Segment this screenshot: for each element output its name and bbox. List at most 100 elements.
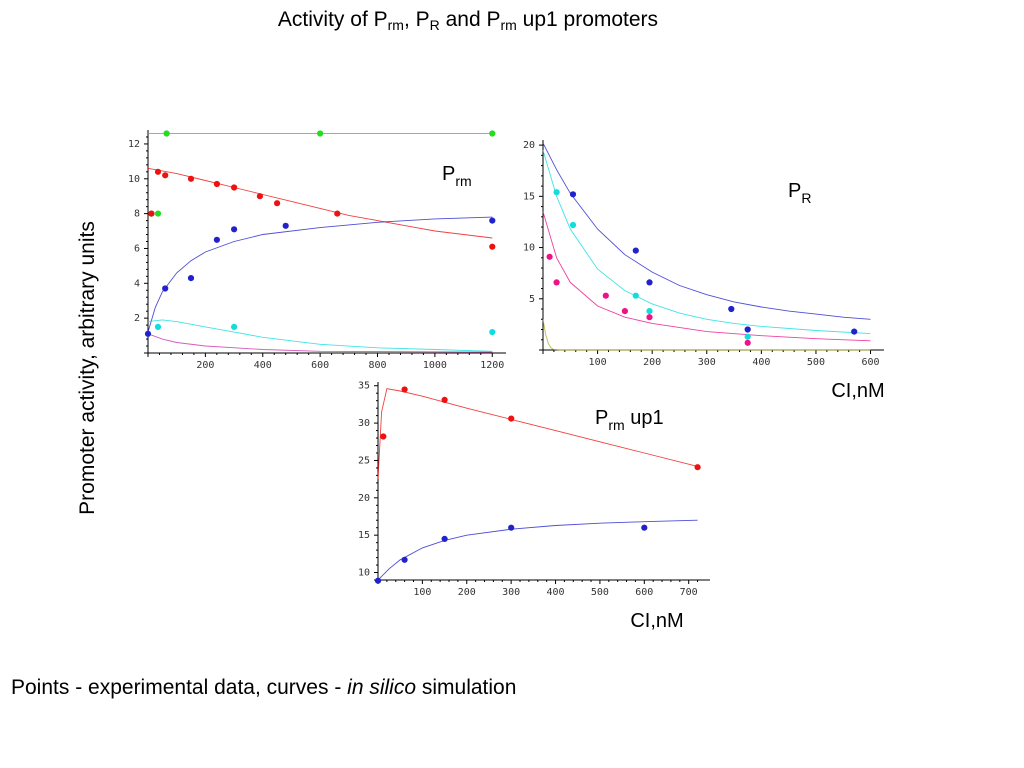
x-tick-label: 200 xyxy=(643,357,661,368)
chart-prm: 200 400 600 800 1000 1200 2 4 6 8 10 12 Prm xyxy=(128,130,506,371)
simulation-curve xyxy=(542,319,871,351)
data-point xyxy=(163,130,170,137)
data-point xyxy=(489,217,496,224)
y-tick-label: 25 xyxy=(358,455,370,466)
y-tick-label: 8 xyxy=(134,209,140,220)
data-point xyxy=(744,333,751,340)
data-point xyxy=(621,308,629,315)
y-tick-label: 5 xyxy=(529,294,535,305)
x-tick-label: 500 xyxy=(591,587,609,598)
data-point xyxy=(154,323,162,330)
x-tick-label: 600 xyxy=(635,587,653,598)
x-tick-label: 1000 xyxy=(423,360,447,371)
y-tick-label: 15 xyxy=(358,530,370,541)
y-tick-label: 6 xyxy=(134,243,140,254)
data-point xyxy=(231,323,238,330)
data-point xyxy=(256,193,263,200)
x-unit-label: CI,nM xyxy=(831,380,884,402)
x-tick-label: 200 xyxy=(196,360,214,371)
x-tick-label: 400 xyxy=(254,360,272,371)
data-point xyxy=(187,175,195,182)
data-point xyxy=(374,577,382,584)
data-point xyxy=(553,279,560,286)
data-point xyxy=(144,330,152,337)
data-point xyxy=(744,339,751,346)
x-unit-label: CI,nM xyxy=(630,610,683,632)
y-tick-label: 2 xyxy=(134,313,140,324)
data-point xyxy=(489,243,496,250)
data-point xyxy=(489,130,496,137)
data-point xyxy=(569,191,577,198)
data-point xyxy=(489,329,496,336)
simulation-curve xyxy=(147,167,493,239)
data-point xyxy=(148,210,155,217)
data-point xyxy=(602,292,609,299)
footer-note: Points - experimental data, curves - in … xyxy=(11,676,517,699)
simulation-curve xyxy=(147,333,493,353)
y-tick-label: 4 xyxy=(134,278,140,289)
y-tick-label: 12 xyxy=(128,139,140,150)
y-tick-label: 15 xyxy=(523,191,535,202)
data-point xyxy=(317,130,324,137)
panel-label: Prm up1 xyxy=(595,407,664,433)
data-point xyxy=(641,524,648,531)
simulation-curve xyxy=(147,319,493,352)
chart-pr: 100 200 300 400 500 600 5 10 15 20 PR CI,nM xyxy=(523,140,885,402)
data-point xyxy=(231,226,238,233)
x-tick-label: 200 xyxy=(458,587,476,598)
x-tick-label: 800 xyxy=(368,360,386,371)
x-tick-label: 100 xyxy=(589,357,607,368)
simulation-curve xyxy=(147,216,493,333)
data-point xyxy=(694,464,701,471)
data-point xyxy=(632,247,639,254)
data-point xyxy=(744,326,751,333)
data-point xyxy=(851,328,858,335)
data-point xyxy=(162,172,169,179)
data-point xyxy=(646,279,653,286)
data-point xyxy=(646,314,653,321)
simulation-curve xyxy=(542,150,871,335)
data-point xyxy=(154,210,162,217)
x-tick-label: 400 xyxy=(547,587,565,598)
simulation-curve xyxy=(377,388,698,480)
simulation-curve xyxy=(377,519,698,581)
data-point xyxy=(508,524,515,531)
data-point xyxy=(546,253,553,260)
x-tick-label: 400 xyxy=(752,357,770,368)
chart-prm-up1: 100 200 300 400 500 600 700 10 15 20 25 30 35 Prm up1… xyxy=(358,381,710,632)
data-point xyxy=(187,275,195,282)
data-point xyxy=(728,305,735,313)
data-point xyxy=(646,308,653,315)
y-tick-label: 10 xyxy=(358,568,370,579)
x-tick-label: 300 xyxy=(502,587,520,598)
y-tick-label: 20 xyxy=(523,140,535,151)
data-point xyxy=(162,285,169,292)
y-tick-label: 10 xyxy=(523,243,535,254)
y-tick-label: 30 xyxy=(358,418,370,429)
data-point xyxy=(274,200,281,207)
simulation-curve xyxy=(542,142,871,320)
x-tick-label: 1200 xyxy=(480,360,504,371)
data-point xyxy=(282,222,289,229)
data-point xyxy=(154,168,162,175)
y-tick-label: 10 xyxy=(128,174,140,185)
panel-label: Prm xyxy=(442,163,472,189)
data-point xyxy=(632,292,639,299)
data-point xyxy=(380,433,387,440)
slide-title: Activity of Prm, PR and Prm up1 promoter… xyxy=(277,8,659,33)
data-point xyxy=(441,396,448,403)
x-tick-label: 500 xyxy=(807,357,825,368)
x-tick-label: 700 xyxy=(680,587,698,598)
x-tick-label: 100 xyxy=(413,587,431,598)
x-tick-label: 300 xyxy=(698,357,716,368)
data-point xyxy=(334,210,341,217)
y-tick-label: 35 xyxy=(358,381,370,392)
x-tick-label: 600 xyxy=(862,357,880,368)
y-tick-label: 20 xyxy=(358,493,370,504)
data-point xyxy=(401,386,408,393)
simulation-curve xyxy=(542,211,871,342)
data-point xyxy=(401,556,408,563)
x-tick-label: 600 xyxy=(311,360,329,371)
data-point xyxy=(569,221,577,229)
